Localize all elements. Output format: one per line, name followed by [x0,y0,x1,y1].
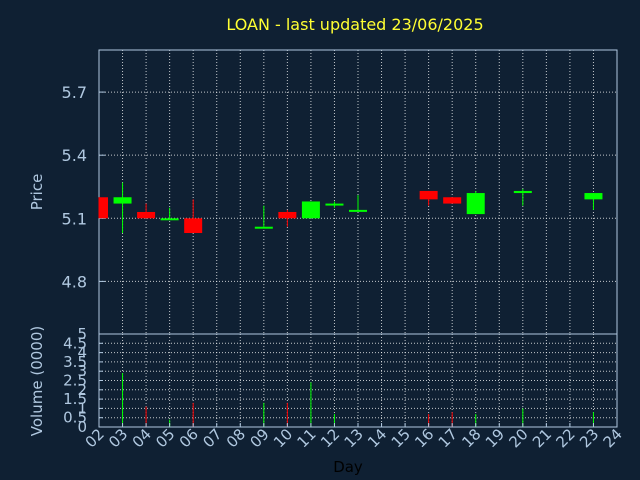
price-tick-label: 5.7 [62,83,87,102]
volume-tick-label: 0 [77,418,87,436]
price-tick-label: 5.1 [62,209,87,228]
day-tick-label: 21 [529,425,555,451]
day-tick-label: 10 [270,425,296,451]
candle-body [584,193,603,200]
candle-body [113,197,132,204]
day-tick-label: 07 [199,425,225,451]
candle-body [349,209,367,212]
volume-tick-label: 4.5 [63,334,87,352]
volume-tick-label: 5 [77,325,87,343]
volume-tick-label: 2 [77,381,87,399]
candle-body [278,211,297,219]
day-tick-label: 04 [129,425,155,451]
candle-body [325,203,344,206]
candle-body [419,190,438,200]
day-tick-label: 20 [505,425,531,451]
day-tick-label: 22 [553,425,579,451]
candle-body [99,197,108,219]
volume-tick-label: 1 [77,399,87,417]
price-tick-label: 5.4 [62,146,87,165]
day-labels: 0203040506070809101112131415161718192021… [82,423,626,451]
price-axis-label: Price [28,174,46,211]
day-tick-label: 18 [458,425,484,451]
candle-body [137,211,156,219]
price-tick-label: 4.8 [62,272,87,291]
candle-body [160,218,179,221]
day-tick-label: 16 [411,425,437,451]
volume-axis-label: Volume (0000) [28,326,46,436]
candle-body [254,226,273,229]
day-tick-label: 14 [364,425,390,451]
volume-panel: 00.511.522.533.544.55 [63,325,618,436]
candle-body [301,201,320,219]
candle-body [184,218,203,234]
volume-tick-label: 4 [77,344,87,362]
x-axis-label: Day [333,458,363,476]
day-tick-label: 05 [152,425,178,451]
volume-tick-label: 1.5 [63,390,87,408]
volume-tick-label: 3 [77,362,87,380]
day-tick-label: 12 [317,425,343,451]
day-tick-label: 17 [435,425,461,451]
candle-body [466,193,485,215]
volume-tick-label: 2.5 [63,372,87,390]
volume-tick-label: 0.5 [63,409,87,427]
day-tick-label: 24 [600,425,626,451]
day-tick-label: 15 [388,425,414,451]
day-tick-label: 11 [294,425,320,451]
price-panel: 4.8 5.1 5.4 5.7 [62,49,618,335]
volume-tick-label: 3.5 [63,353,87,371]
chart-title: LOAN - last updated 23/06/2025 [226,15,483,34]
candle-body [513,190,532,194]
day-tick-label: 08 [223,425,249,451]
day-tick-label: 06 [176,425,202,451]
day-tick-label: 13 [341,425,367,451]
candle-body [443,197,462,204]
day-tick-label: 03 [105,425,131,451]
day-tick-label: 19 [482,425,508,451]
day-tick-label: 23 [576,425,602,451]
day-tick-label: 09 [246,425,272,451]
